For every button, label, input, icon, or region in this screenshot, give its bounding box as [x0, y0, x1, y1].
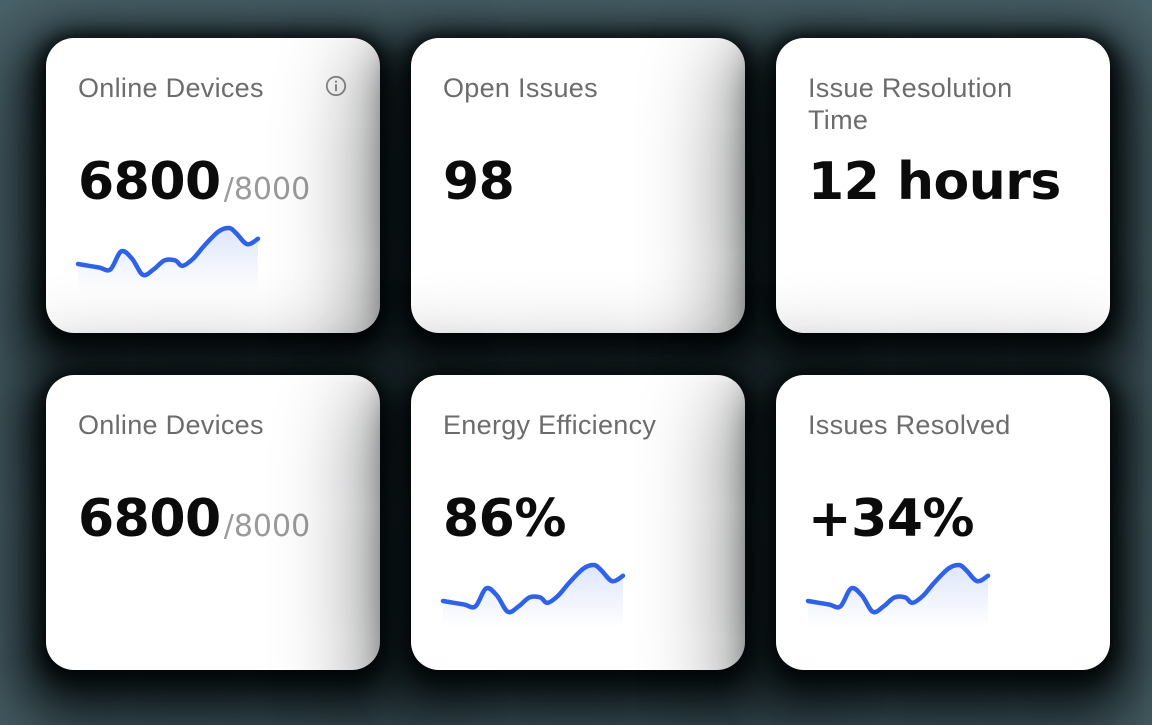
card-metric: 98: [443, 154, 713, 210]
card-title: Issues Resolved: [808, 410, 1011, 440]
card-header: Online Devices: [78, 72, 348, 106]
card-metric: 12 hours: [808, 154, 1078, 210]
info-icon[interactable]: [324, 74, 348, 98]
primary-value: 6800: [78, 152, 221, 212]
card-header: Issue Resolution Time: [808, 72, 1078, 135]
card-header: Open Issues: [443, 72, 713, 106]
primary-value: 86%: [443, 489, 566, 549]
primary-value: 6800: [78, 489, 221, 549]
primary-value: 98: [443, 152, 515, 212]
trend-sparkline-chart: [78, 219, 258, 291]
card-issues-resolved: Issues Resolved +34%: [776, 375, 1110, 670]
card-title: Open Issues: [443, 73, 598, 103]
secondary-value: /8000: [223, 509, 311, 544]
card-header: Online Devices: [78, 409, 348, 443]
card-metric: +34%: [808, 491, 1078, 547]
trend-sparkline-chart: [443, 556, 623, 628]
primary-value: 12 hours: [808, 152, 1061, 212]
card-title: Online Devices: [78, 73, 264, 103]
card-header: Issues Resolved: [808, 409, 1078, 443]
trend-sparkline-chart: [808, 556, 988, 628]
card-online-devices-2: Online Devices 6800 /8000: [46, 375, 380, 670]
stats-grid: Online Devices 6800 /8000 Open Issues 98: [46, 38, 1110, 670]
card-issue-resolution-time: Issue Resolution Time 12 hours: [776, 38, 1110, 333]
card-metric: 6800 /8000: [78, 154, 348, 210]
secondary-value: /8000: [223, 172, 311, 207]
card-online-devices: Online Devices 6800 /8000: [46, 38, 380, 333]
card-metric: 6800 /8000: [78, 491, 348, 547]
card-energy-efficiency: Energy Efficiency 86%: [411, 375, 745, 670]
card-open-issues: Open Issues 98: [411, 38, 745, 333]
primary-value: +34%: [808, 489, 975, 549]
card-title: Issue Resolution Time: [808, 73, 1013, 135]
card-header: Energy Efficiency: [443, 409, 713, 443]
card-title: Energy Efficiency: [443, 410, 657, 440]
card-title: Online Devices: [78, 410, 264, 440]
card-metric: 86%: [443, 491, 713, 547]
